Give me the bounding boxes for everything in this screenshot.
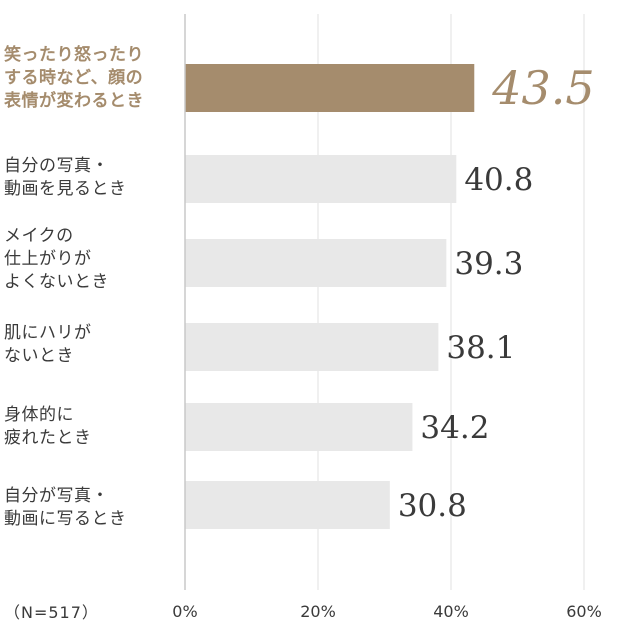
x-tick-label: 0% xyxy=(172,602,197,621)
category-label-4: 身体的に 疲れたとき xyxy=(4,405,92,448)
value-label: 39.3 xyxy=(454,246,523,282)
value-label: 30.8 xyxy=(398,488,467,524)
bar xyxy=(185,323,439,371)
bar xyxy=(185,403,413,451)
bar xyxy=(185,155,457,203)
x-tick-label: 20% xyxy=(300,602,336,621)
sample-size-note: （N=517） xyxy=(4,603,99,622)
category-label-3: 肌にハリが ないとき xyxy=(4,323,92,366)
category-label-5: 自分が写真・ 動画に写るとき xyxy=(4,486,127,529)
category-label-0: 笑ったり怒ったり する時など、顔の 表情が変わるとき xyxy=(4,45,144,111)
bar xyxy=(185,64,475,112)
bar xyxy=(185,239,447,287)
value-label: 38.1 xyxy=(446,330,515,366)
value-label: 40.8 xyxy=(464,162,533,198)
x-tick-label: 60% xyxy=(566,602,602,621)
value-label: 43.5 xyxy=(491,61,594,115)
x-tick-label: 40% xyxy=(433,602,469,621)
category-label-1: 自分の写真・ 動画を見るとき xyxy=(4,156,127,199)
value-label: 34.2 xyxy=(420,410,489,446)
bar xyxy=(185,481,390,529)
category-label-2: メイクの 仕上がりが よくないとき xyxy=(4,226,109,292)
